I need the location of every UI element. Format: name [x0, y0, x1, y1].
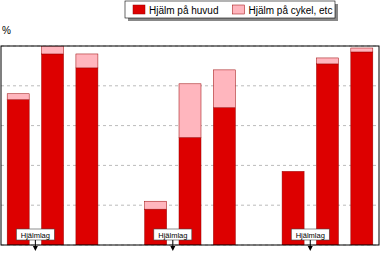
bar [179, 84, 201, 138]
legend-swatch [133, 5, 145, 14]
annotation: Hjälmlag [291, 229, 329, 251]
annotation-text: Hjälmlag [296, 231, 325, 240]
bar [7, 100, 29, 245]
chart: %HjälmlagHjälmlagHjälmlagHjälm på huvudH… [0, 0, 381, 255]
annotation-box [16, 229, 54, 240]
annotation: Hjälmlag [16, 229, 54, 251]
bar [76, 68, 98, 245]
annotation-arrowhead [308, 246, 313, 251]
annotation-arrowhead [170, 246, 175, 251]
legend-shadow [128, 4, 338, 21]
annotation-box [291, 229, 329, 240]
bar [7, 94, 29, 100]
bar [213, 108, 235, 245]
annotation: Hjälmlag [154, 229, 192, 251]
bar [42, 54, 64, 245]
legend-box [125, 1, 335, 18]
bar [316, 58, 338, 64]
annotation-text: Hjälmlag [21, 231, 50, 240]
legend-label: Hjälm på cykel, etc [248, 5, 332, 16]
bars [7, 46, 373, 245]
bar [145, 201, 167, 209]
bar [42, 46, 64, 54]
annotation-box [154, 229, 192, 240]
bar [282, 171, 304, 172]
annotation-arrowhead [33, 246, 38, 251]
plot-frame [1, 46, 379, 245]
legend-label: Hjälm på huvud [149, 5, 218, 16]
annotation-text: Hjälmlag [158, 231, 187, 240]
bar [351, 48, 373, 52]
bar [316, 64, 338, 245]
legend: Hjälm på huvud Hjälm på cykel, etc [125, 1, 338, 21]
legend-swatch [232, 5, 244, 14]
bar [76, 54, 98, 68]
axis-label: % [2, 25, 11, 36]
bar [213, 70, 235, 108]
bar [351, 52, 373, 245]
